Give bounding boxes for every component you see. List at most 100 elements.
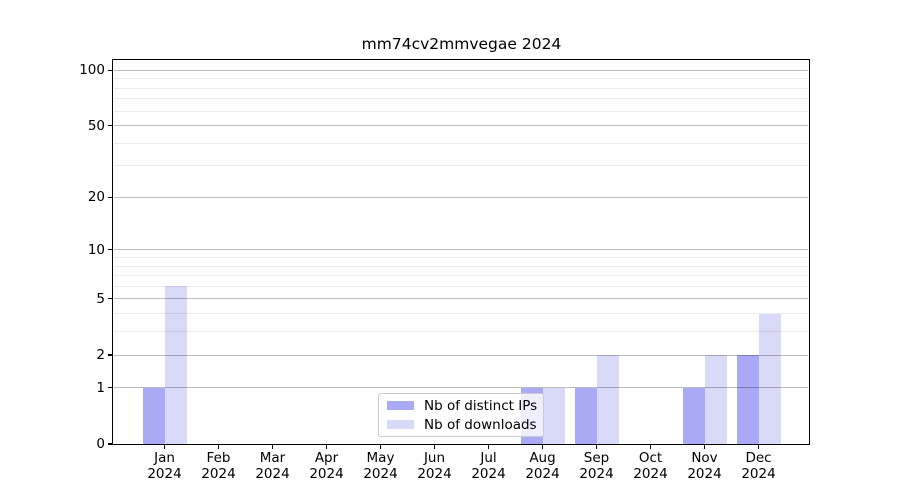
- y-tick-label: 0: [96, 436, 105, 452]
- gridline-major: [114, 354, 808, 356]
- y-tick-mark: [108, 249, 112, 251]
- y-tick-label: 1: [96, 379, 105, 396]
- gridline-major: [114, 125, 808, 127]
- bar-distinct-ips: [736, 355, 759, 444]
- gridline-major: [114, 69, 808, 71]
- y-tick-label: 50: [87, 117, 105, 134]
- x-tick-label-line: 2024: [525, 465, 560, 482]
- x-tick-label-line: 2024: [147, 465, 182, 482]
- x-tick-label-line: 2024: [579, 465, 614, 482]
- x-tick-mark: [487, 444, 490, 449]
- y-tick-mark: [108, 443, 112, 445]
- x-tick-label-line: Jan: [154, 450, 175, 466]
- x-tick-label-line: Feb: [206, 450, 231, 466]
- gridline-major: [114, 249, 808, 251]
- bar-distinct-ips: [142, 387, 165, 444]
- gridline-minor: [114, 110, 808, 112]
- x-tick-label-line: Oct: [638, 450, 663, 466]
- x-tick-mark: [433, 444, 436, 449]
- x-tick-label-line: 2024: [309, 465, 344, 482]
- x-tick-mark: [217, 444, 220, 449]
- x-tick-label: Nov 2024: [673, 450, 737, 482]
- legend-entry: Nb of downloads: [387, 416, 537, 433]
- gridline-minor: [114, 98, 808, 100]
- x-tick-label: Jul 2024: [457, 450, 521, 482]
- bar-distinct-ips: [682, 387, 705, 444]
- bar-downloads: [164, 286, 187, 444]
- legend-swatch: [387, 420, 414, 429]
- bar-downloads: [704, 355, 727, 444]
- y-tick-label: 100: [79, 62, 105, 79]
- x-tick-label-line: Dec: [745, 450, 772, 466]
- bar-distinct-ips: [574, 387, 597, 444]
- x-tick-label-line: 2024: [687, 465, 722, 482]
- x-tick-label: Feb 2024: [187, 450, 251, 482]
- y-tick-mark: [108, 124, 112, 127]
- y-tick-label: 10: [87, 241, 105, 258]
- x-tick-label-line: 2024: [417, 465, 452, 482]
- legend-entry-label: Nb of distinct IPs: [424, 397, 538, 414]
- x-tick-mark: [271, 444, 274, 449]
- x-tick-label: Jan 2024: [133, 450, 197, 482]
- gridline-minor: [114, 275, 808, 277]
- x-tick-label-line: Mar: [259, 450, 286, 466]
- y-tick-label: 2: [96, 347, 105, 363]
- x-tick-mark: [703, 444, 706, 449]
- gridline-minor: [114, 265, 808, 267]
- chart-title: mm74cv2mmvegae 2024: [361, 35, 562, 53]
- x-tick-mark: [649, 444, 652, 449]
- x-tick-label-line: Jul: [480, 450, 497, 466]
- gridline-minor: [114, 285, 808, 287]
- y-tick-mark: [108, 387, 112, 389]
- bar-downloads: [758, 313, 781, 444]
- legend-entry-label: Nb of downloads: [424, 416, 537, 433]
- y-tick-mark: [108, 354, 112, 356]
- x-tick-label-line: Aug: [529, 450, 556, 466]
- x-tick-label: Sep 2024: [565, 450, 629, 482]
- x-tick-mark: [757, 444, 760, 449]
- gridline-minor: [114, 87, 808, 89]
- x-tick-label-line: 2024: [741, 465, 776, 482]
- gridline-minor: [114, 313, 808, 315]
- gridline-minor: [114, 331, 808, 333]
- x-tick-label: Apr 2024: [295, 450, 359, 482]
- x-tick-mark: [541, 444, 544, 449]
- x-tick-mark: [595, 444, 598, 449]
- gridline-minor: [114, 142, 808, 144]
- x-tick-label-line: Apr: [314, 450, 339, 466]
- x-tick-label: Dec 2024: [727, 450, 791, 482]
- gridline-major: [114, 298, 808, 300]
- x-tick-label: Aug 2024: [511, 450, 575, 482]
- x-tick-mark: [325, 444, 328, 449]
- gridline-minor: [114, 256, 808, 258]
- x-tick-label: Oct 2024: [619, 450, 683, 482]
- x-tick-label-line: Jun: [423, 450, 446, 466]
- x-tick-label: May 2024: [349, 450, 413, 482]
- y-tick-label: 5: [96, 290, 105, 307]
- bar-downloads: [596, 355, 619, 444]
- legend-entry: Nb of distinct IPs: [387, 397, 538, 414]
- y-tick-mark: [108, 298, 112, 300]
- bar-downloads: [542, 387, 565, 444]
- x-tick-label: Mar 2024: [241, 450, 305, 482]
- x-tick-label-line: 2024: [363, 465, 398, 482]
- x-tick-label-line: May: [366, 450, 395, 466]
- gridline-minor: [114, 78, 808, 80]
- x-tick-label-line: 2024: [471, 465, 506, 482]
- x-tick-label-line: 2024: [633, 465, 668, 482]
- gridline-major: [114, 387, 808, 389]
- x-tick-mark: [379, 444, 382, 449]
- x-tick-label-line: 2024: [255, 465, 290, 482]
- legend-swatch: [387, 401, 414, 410]
- gridline-major: [114, 196, 808, 198]
- x-tick-mark: [163, 444, 166, 449]
- x-tick-label: Jun 2024: [403, 450, 467, 482]
- x-tick-label-line: Nov: [691, 450, 718, 466]
- x-tick-label-line: 2024: [201, 465, 236, 482]
- gridline-minor: [114, 165, 808, 167]
- legend: Nb of distinct IPs Nb of downloads: [378, 393, 544, 437]
- y-tick-label: 20: [87, 189, 105, 206]
- x-tick-label-line: Sep: [583, 450, 610, 466]
- y-tick-mark: [108, 69, 112, 71]
